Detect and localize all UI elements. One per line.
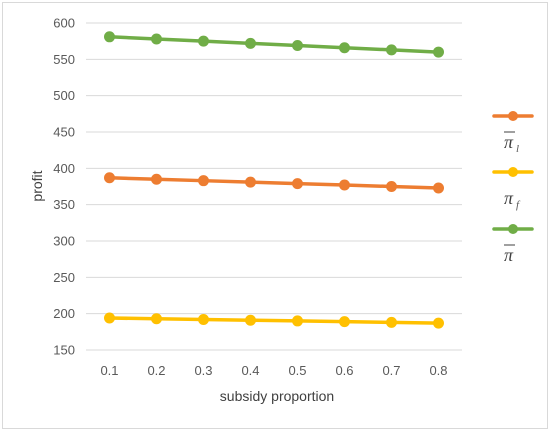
- series-1: [104, 172, 444, 194]
- y-tick-label: 350: [53, 197, 75, 212]
- series-line: [107, 316, 441, 325]
- series-3: [104, 31, 444, 58]
- data-point: [292, 40, 303, 52]
- data-point: [198, 175, 209, 187]
- data-point: [292, 315, 303, 327]
- data-point: [151, 313, 162, 325]
- y-axis-ticks: 150 200 250 300 350 400 450 500 550 600: [53, 16, 75, 358]
- legend-swatch-marker: [508, 111, 518, 121]
- y-tick-label: 550: [53, 52, 75, 67]
- data-point: [433, 182, 444, 194]
- y-tick-label: 600: [53, 16, 75, 31]
- series-line: [107, 35, 441, 54]
- y-tick-label: 400: [53, 161, 75, 176]
- x-tick-label: 0.2: [147, 363, 165, 378]
- x-tick-label: 0.6: [335, 363, 353, 378]
- data-point: [104, 312, 115, 324]
- legend: π lπ fπ: [492, 111, 534, 265]
- y-axis-title: profit: [29, 170, 45, 201]
- series-2: [104, 312, 444, 329]
- data-point: [339, 179, 350, 191]
- y-tick-label: 300: [53, 234, 75, 249]
- y-tick-label: 450: [53, 125, 75, 140]
- data-point: [386, 44, 397, 56]
- x-tick-label: 0.8: [429, 363, 447, 378]
- data-point: [433, 46, 444, 58]
- data-point: [245, 314, 256, 326]
- y-tick-label: 200: [53, 306, 75, 321]
- data-point: [104, 31, 115, 43]
- data-point: [386, 181, 397, 192]
- data-point: [339, 316, 350, 328]
- data-point: [339, 42, 350, 54]
- gridlines: [86, 22, 462, 351]
- x-tick-label: 0.3: [194, 363, 212, 378]
- series-group: [104, 31, 444, 329]
- legend-swatch-marker: [508, 224, 518, 234]
- data-point: [198, 313, 209, 325]
- series-line: [107, 176, 441, 190]
- x-tick-label: 0.7: [382, 363, 400, 378]
- data-point: [151, 33, 162, 45]
- data-point: [104, 172, 115, 184]
- data-point: [151, 173, 162, 185]
- data-point: [245, 37, 256, 49]
- data-point: [245, 176, 256, 188]
- x-axis-ticks: 0.1 0.2 0.3 0.4 0.5 0.6 0.7 0.8: [100, 363, 447, 378]
- legend-label: π: [504, 188, 514, 208]
- y-tick-label: 500: [53, 88, 75, 103]
- x-tick-label: 0.4: [241, 363, 259, 378]
- legend-item: π: [492, 224, 534, 265]
- y-tick-label: 150: [53, 343, 75, 358]
- y-tick-label: 250: [53, 270, 75, 285]
- data-point: [198, 35, 209, 47]
- legend-subscript: l: [516, 143, 519, 155]
- data-point: [292, 178, 303, 190]
- data-point: [433, 317, 444, 329]
- legend-swatch-marker: [508, 167, 518, 177]
- data-point: [386, 316, 397, 328]
- x-axis-title: subsidy proportion: [220, 388, 334, 404]
- x-tick-label: 0.5: [288, 363, 306, 378]
- legend-subscript: f: [516, 199, 521, 211]
- x-tick-label: 0.1: [100, 363, 118, 378]
- legend-label: π: [504, 245, 514, 265]
- legend-label: π: [504, 132, 514, 152]
